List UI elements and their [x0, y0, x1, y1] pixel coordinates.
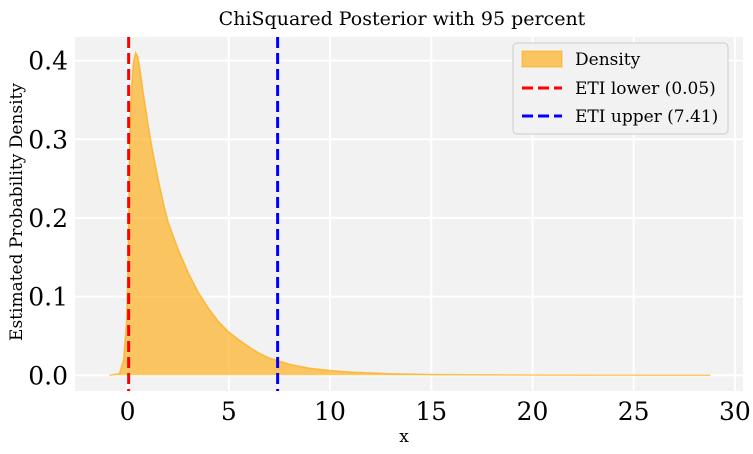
legend-label-eti-upper: ETI upper (7.41): [575, 107, 718, 127]
legend: Density ETI lower (0.05) ETI upper (7.41…: [512, 42, 729, 135]
x-tick-label: 0: [120, 397, 136, 426]
x-tick-label: 5: [221, 397, 237, 426]
legend-swatch-density: [521, 50, 563, 68]
y-axis-label: Estimated Probability Density: [7, 83, 27, 341]
legend-label-eti-lower: ETI lower (0.05): [575, 79, 716, 99]
x-tick-label: 20: [517, 397, 549, 426]
x-tick-label: 15: [415, 397, 447, 426]
x-tick-label: 10: [314, 397, 346, 426]
x-axis-label: x: [399, 427, 409, 447]
y-tick-label: 0.0: [28, 361, 68, 390]
y-tick-label: 0.3: [28, 125, 68, 154]
density-layer: [109, 50, 711, 377]
x-tick-labels: 0 5 10 15 20 25 30: [120, 397, 751, 426]
x-tick-label: 25: [618, 397, 650, 426]
y-tick-label: 0.4: [28, 47, 68, 76]
chart-title: ChiSquared Posterior with 95 percent: [219, 8, 586, 30]
eti-lines: [127, 37, 280, 391]
y-tick-labels: 0.0 0.1 0.2 0.3 0.4: [28, 47, 68, 391]
y-tick-label: 0.1: [28, 283, 68, 312]
x-tick-label: 30: [719, 397, 751, 426]
y-tick-label: 0.2: [28, 204, 68, 233]
density-outline: [109, 50, 711, 377]
legend-label-density: Density: [575, 50, 641, 70]
density-area: [109, 52, 711, 376]
legend-box: [512, 42, 729, 135]
